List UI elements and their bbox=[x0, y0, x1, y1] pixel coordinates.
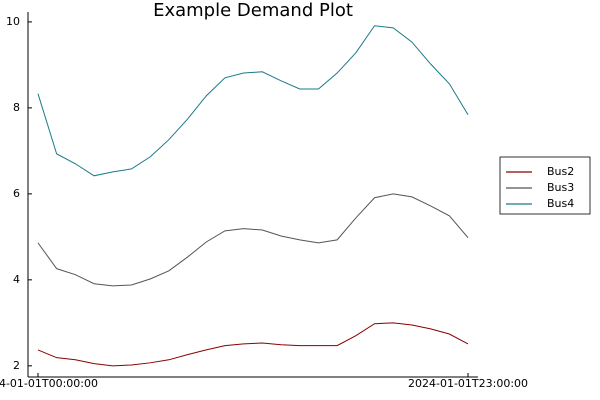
legend-label: Bus3 bbox=[547, 181, 574, 194]
chart-title: Example Demand Plot bbox=[153, 0, 353, 21]
y-tick-label: 8 bbox=[13, 101, 20, 114]
legend-label: Bus4 bbox=[547, 197, 574, 210]
line bbox=[37, 193, 469, 287]
legend-label: Bus2 bbox=[547, 165, 574, 178]
y-tick-label: 2 bbox=[13, 359, 20, 372]
x-tick-label: 2024-01-01T00:00:00 bbox=[0, 377, 98, 390]
y-tick-label: 6 bbox=[13, 187, 20, 200]
y-tick-label: 4 bbox=[13, 273, 20, 286]
x-tick-label: 2024-01-01T23:00:00 bbox=[408, 377, 528, 390]
line bbox=[37, 322, 469, 367]
legend-box bbox=[499, 156, 591, 215]
line bbox=[37, 25, 469, 177]
y-tick-label: 10 bbox=[6, 15, 20, 28]
